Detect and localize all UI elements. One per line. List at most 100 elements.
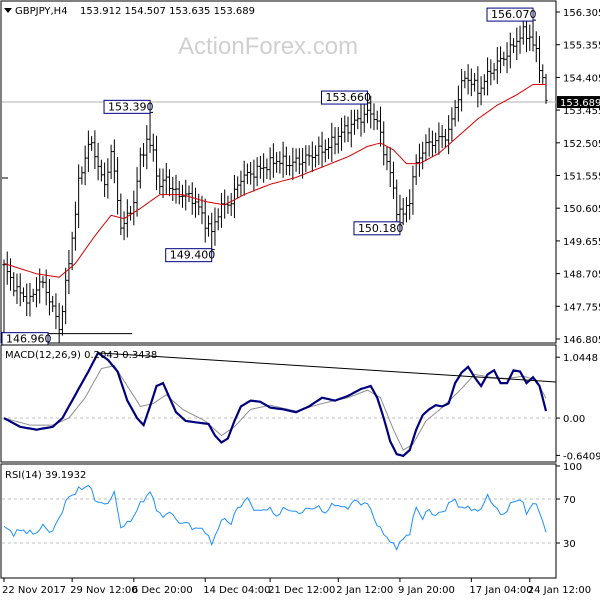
time-tick-label: 9 Jan 20:00 — [398, 585, 455, 596]
price-bar — [151, 133, 155, 162]
price-bar — [391, 161, 396, 200]
price-bar — [232, 174, 237, 219]
chart-header: GBPJPY,H4 153.912 154.507 153.635 153.68… — [4, 6, 255, 17]
price-level-label: 146.960 — [6, 333, 52, 346]
price-level-annotation: 146.960 — [1, 332, 132, 347]
rsi-tick-label: 70 — [563, 495, 576, 506]
price-bar — [528, 24, 532, 51]
price-bar — [57, 302, 61, 344]
price-bar — [73, 201, 78, 251]
price-bar — [294, 148, 298, 172]
price-bar — [67, 250, 71, 295]
macd-panel-frame — [0, 344, 557, 463]
price-bar — [135, 167, 139, 217]
macd-line — [3, 351, 548, 458]
time-tick-label: 14 Dec 04:00 — [203, 585, 270, 596]
price-bar — [492, 62, 496, 81]
price-bar — [385, 146, 389, 171]
price-bar — [352, 109, 357, 135]
price-bar — [333, 127, 337, 155]
rsi-tick-label: 100 — [563, 462, 582, 473]
price-bar — [239, 170, 243, 196]
price-bar — [197, 193, 201, 216]
price-bar — [307, 145, 311, 166]
price-bar — [51, 295, 55, 312]
time-tick-label: 17 Jan 04:00 — [469, 585, 532, 596]
time-tick-label: 21 Dec 12:00 — [268, 585, 335, 596]
price-bar — [177, 181, 181, 205]
price-bar — [112, 139, 116, 184]
price-bar — [106, 158, 110, 199]
price-bar — [60, 305, 65, 336]
price-bar — [323, 139, 327, 163]
price-bar — [249, 161, 253, 185]
triangle-down-icon — [4, 8, 12, 13]
price-tick-label: 153.455 — [563, 106, 600, 117]
price-bar — [119, 193, 123, 236]
price-bar — [343, 115, 347, 143]
price-bar — [28, 282, 32, 317]
price-bar — [83, 145, 87, 186]
price-bar — [122, 211, 126, 241]
price-bar — [518, 25, 522, 54]
price-bar — [86, 130, 90, 172]
price-bar — [427, 127, 431, 157]
price-bar — [268, 147, 272, 180]
price-bar — [34, 277, 39, 308]
price-bar — [154, 135, 159, 191]
price-bar — [378, 106, 383, 147]
time-tick-label: 29 Nov 12:00 — [70, 585, 137, 596]
price-level-annotation: 153.660 — [320, 90, 371, 105]
price-level-label: 150.180 — [358, 222, 404, 235]
rsi-panel-frame — [0, 463, 557, 579]
price-bar — [388, 147, 392, 188]
price-bar — [440, 125, 444, 149]
price-bar — [288, 155, 292, 176]
price-level-annotation: 153.390 — [103, 99, 154, 114]
price-bar — [437, 122, 441, 155]
price-bar — [414, 154, 418, 186]
price-bar — [430, 130, 435, 157]
price-annotations: 146.960 153.390 149.400 153.660 150.180 156.0… — [1, 7, 537, 347]
watermark: ActionForex.com — [178, 33, 358, 60]
price-bar — [271, 143, 275, 178]
price-tick-label: 147.755 — [563, 302, 600, 313]
price-bar — [401, 198, 405, 226]
price-bar — [404, 197, 409, 223]
price-bar — [300, 147, 305, 179]
ohlc-label: 153.912 154.507 153.635 153.689 — [80, 6, 255, 17]
price-bar — [262, 153, 266, 183]
price-bar — [495, 47, 499, 84]
price-tick-label: 149.655 — [563, 237, 600, 248]
price-bar — [193, 187, 198, 218]
price-level-label: 156.070 — [491, 8, 536, 21]
price-bar — [15, 273, 19, 304]
price-bar — [77, 164, 81, 228]
price-bar — [31, 288, 35, 303]
price-bar — [537, 35, 542, 84]
price-bar — [258, 155, 262, 179]
price-bar — [450, 107, 454, 141]
price-level-annotation: 156.070 — [486, 7, 537, 22]
price-bar — [482, 74, 486, 96]
price-bar — [365, 101, 370, 124]
price-bar — [109, 144, 113, 180]
price-bar — [346, 116, 350, 143]
macd-tick-label: -0.6409 — [563, 451, 600, 462]
price-bar — [12, 272, 16, 297]
current-price-box: 153.689 — [557, 96, 600, 109]
price-bar — [255, 157, 259, 187]
price-bar — [219, 192, 224, 228]
rsi-label: RSI(14) 39.1932 — [5, 470, 86, 481]
price-bar — [453, 99, 457, 127]
price-bar — [466, 64, 470, 95]
time-tick-label: 22 Nov 2017 — [2, 585, 66, 596]
price-bar — [18, 273, 22, 307]
price-bar — [411, 165, 415, 215]
price-level-annotation: 150.180 — [353, 221, 404, 236]
price-bar — [421, 141, 425, 170]
price-bar — [534, 31, 538, 63]
macd-trendline — [98, 352, 557, 383]
price-bar — [498, 46, 503, 74]
